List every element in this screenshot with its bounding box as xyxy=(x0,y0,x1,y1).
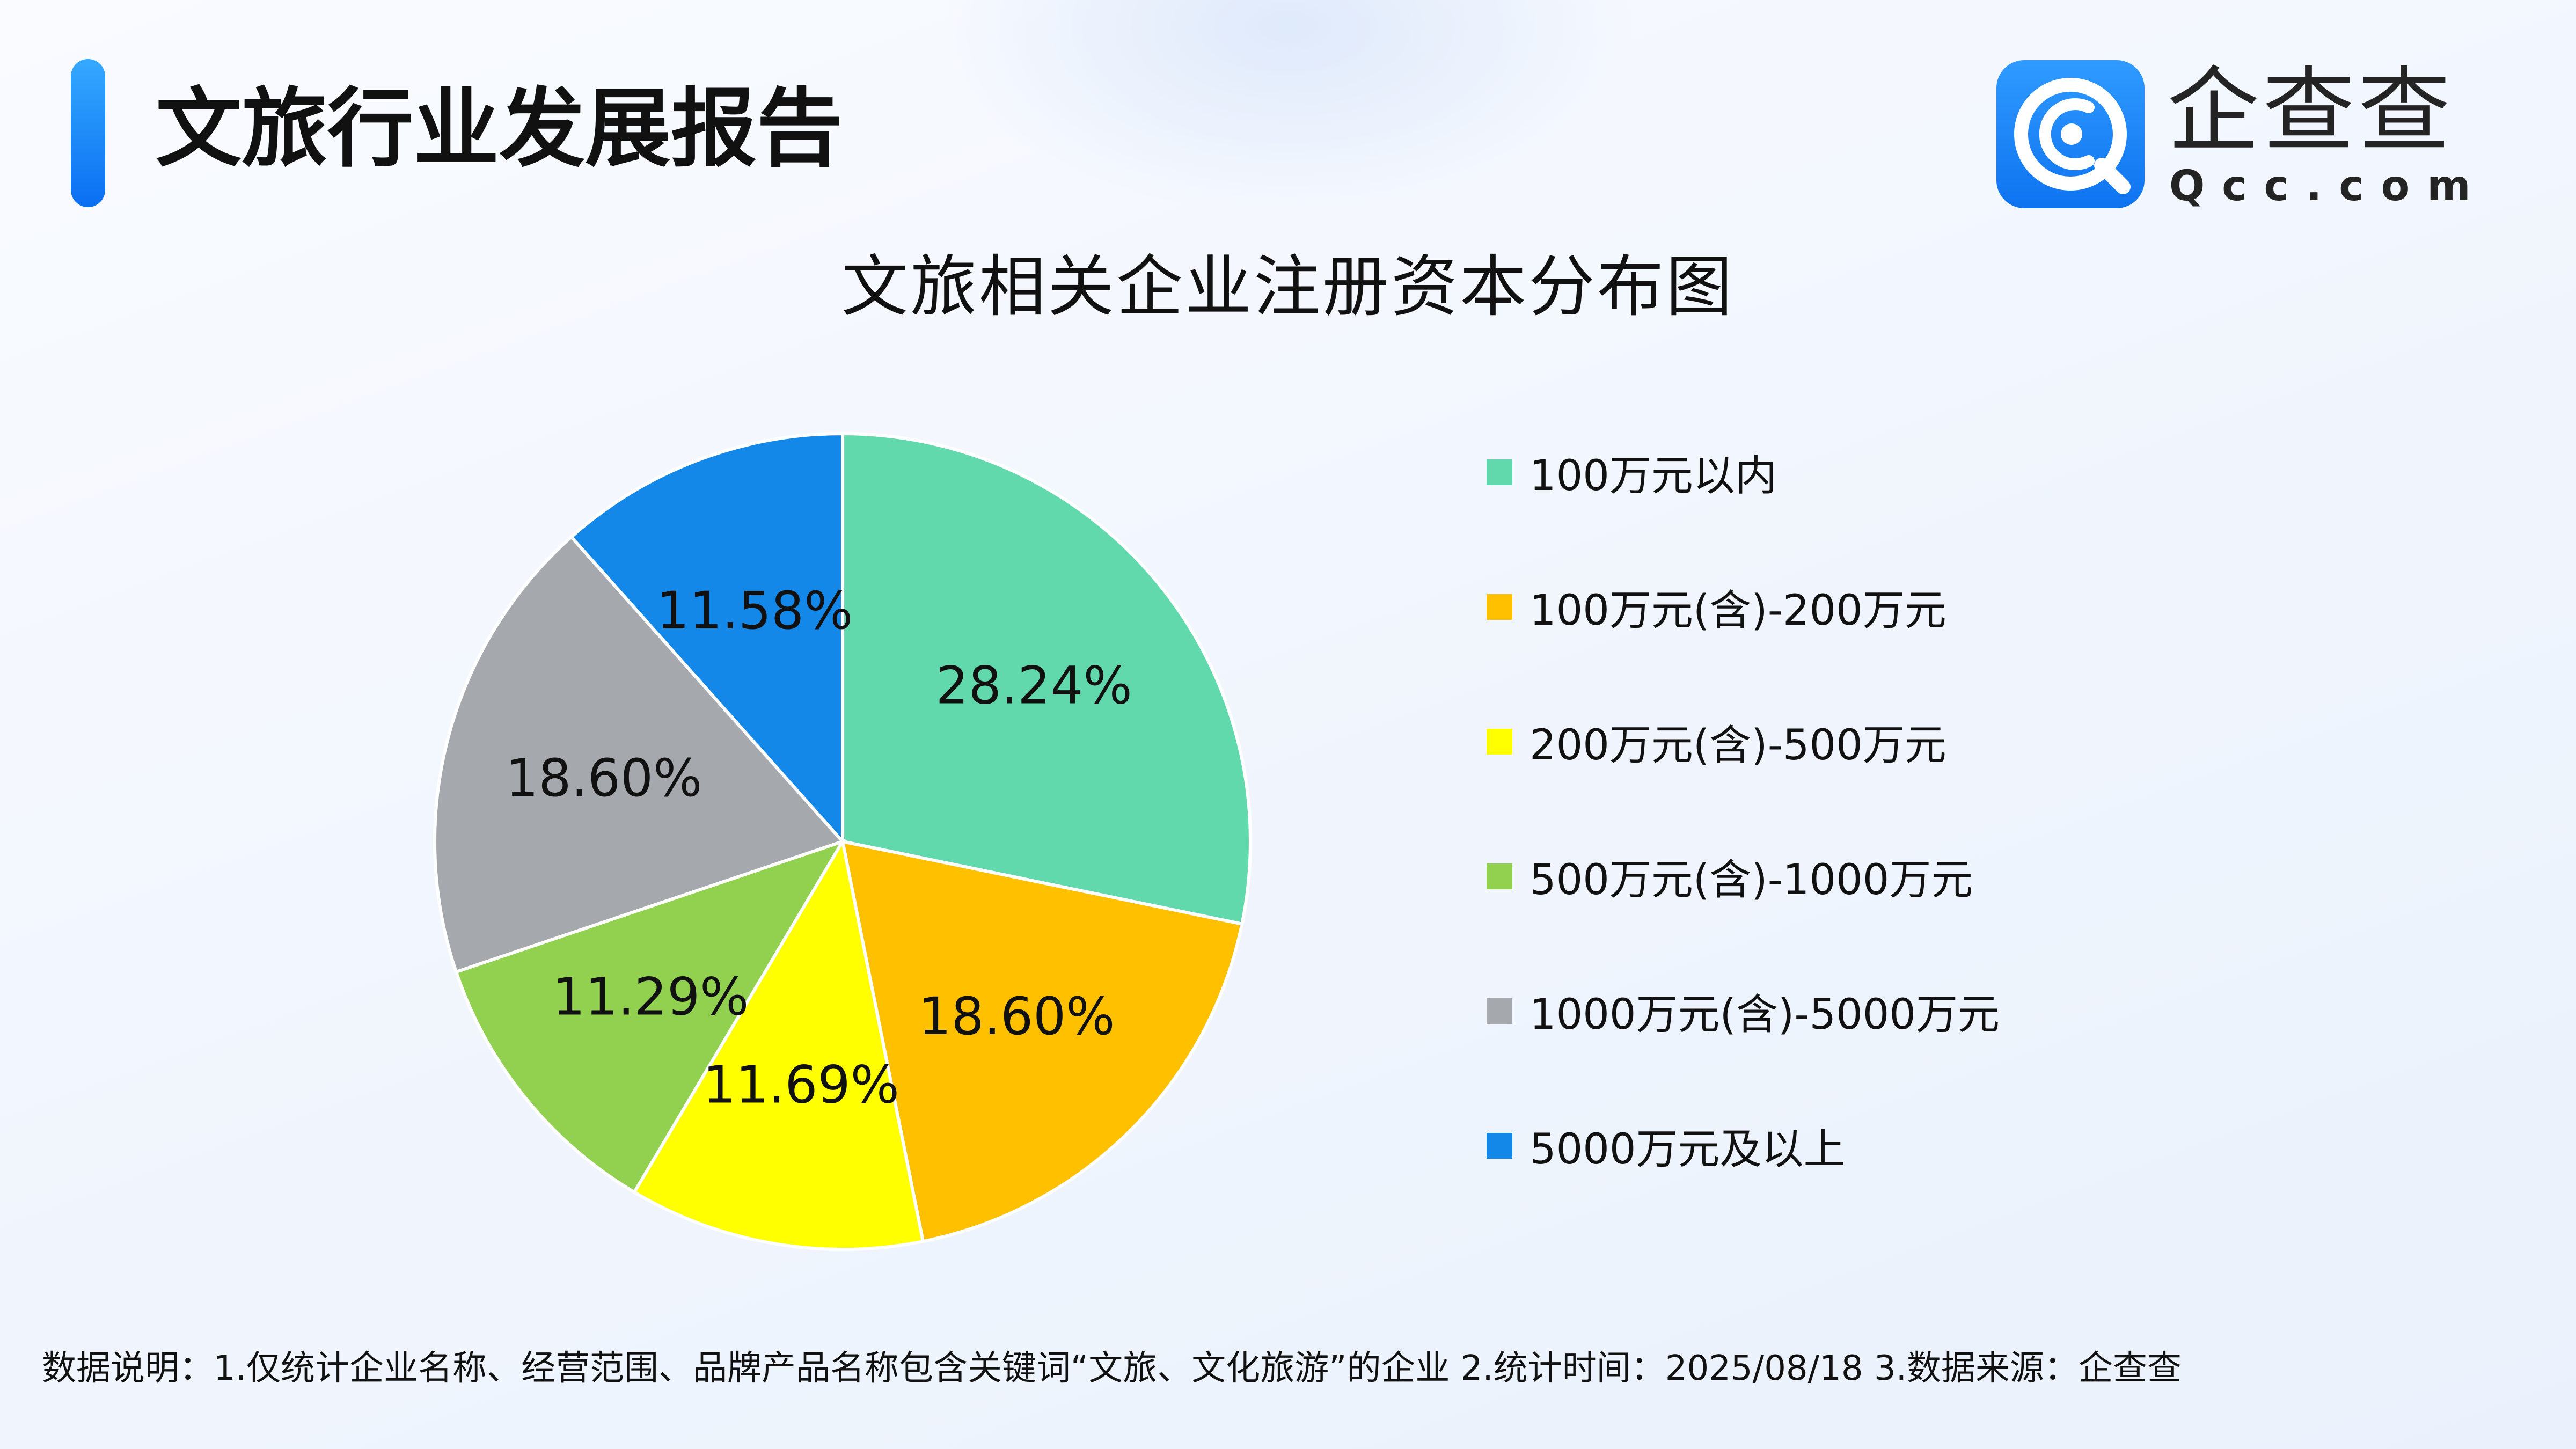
brand: 企查查 Qcc.com xyxy=(1996,60,2479,210)
legend-swatch xyxy=(1487,729,1512,755)
brand-domain: Qcc.com xyxy=(2169,162,2488,210)
pie-data-label-4: 18.60% xyxy=(506,748,702,808)
pie-data-label-5: 11.58% xyxy=(656,581,853,641)
legend-label: 5000万元及以上 xyxy=(1529,1125,1846,1174)
pie-data-label-1: 18.60% xyxy=(918,986,1115,1046)
legend-label: 100万元(含)-200万元 xyxy=(1529,587,1946,635)
pie-data-label-3: 11.29% xyxy=(552,967,749,1027)
legend-item-0: 100万元以内 xyxy=(1487,443,1777,502)
legend-swatch xyxy=(1487,863,1512,889)
legend-swatch xyxy=(1487,998,1512,1024)
brand-name: 企查查 xyxy=(2167,57,2454,165)
pie-slice-0 xyxy=(841,431,1252,926)
title-accent-bar xyxy=(71,59,105,207)
legend-swatch xyxy=(1487,594,1512,620)
legend-item-2: 200万元(含)-500万元 xyxy=(1487,712,1946,771)
legend-item-3: 500万元(含)-1000万元 xyxy=(1487,847,1973,906)
legend-item-4: 1000万元(含)-5000万元 xyxy=(1487,982,2000,1041)
pie-data-label-0: 28.24% xyxy=(936,655,1132,715)
report-title: 文旅行业发展报告 xyxy=(156,78,843,179)
legend-label: 200万元(含)-500万元 xyxy=(1529,721,1946,770)
pie-data-label-2: 11.69% xyxy=(703,1055,899,1115)
chart-title: 文旅相关企业注册资本分布图 xyxy=(841,248,1735,326)
legend-item-1: 100万元(含)-200万元 xyxy=(1487,577,1946,636)
pie-slice-5 xyxy=(569,431,844,846)
pie-slice-1 xyxy=(840,839,1244,1243)
legend-swatch xyxy=(1487,1133,1512,1159)
qcc-logo-icon xyxy=(1996,60,2145,208)
legend-label: 100万元以内 xyxy=(1529,452,1777,500)
pie-slice-2 xyxy=(632,837,925,1251)
footnote: 数据说明：1.仅统计企业名称、经营范围、品牌产品名称包含关键词“文旅、文化旅游”… xyxy=(42,1349,2182,1388)
legend-swatch xyxy=(1487,459,1512,485)
legend-label: 1000万元(含)-5000万元 xyxy=(1529,991,2000,1039)
pie-slice-4 xyxy=(433,535,846,974)
pie-slice-3 xyxy=(454,838,846,1195)
legend-item-5: 5000万元及以上 xyxy=(1487,1116,1846,1175)
legend-label: 500万元(含)-1000万元 xyxy=(1529,856,1973,904)
